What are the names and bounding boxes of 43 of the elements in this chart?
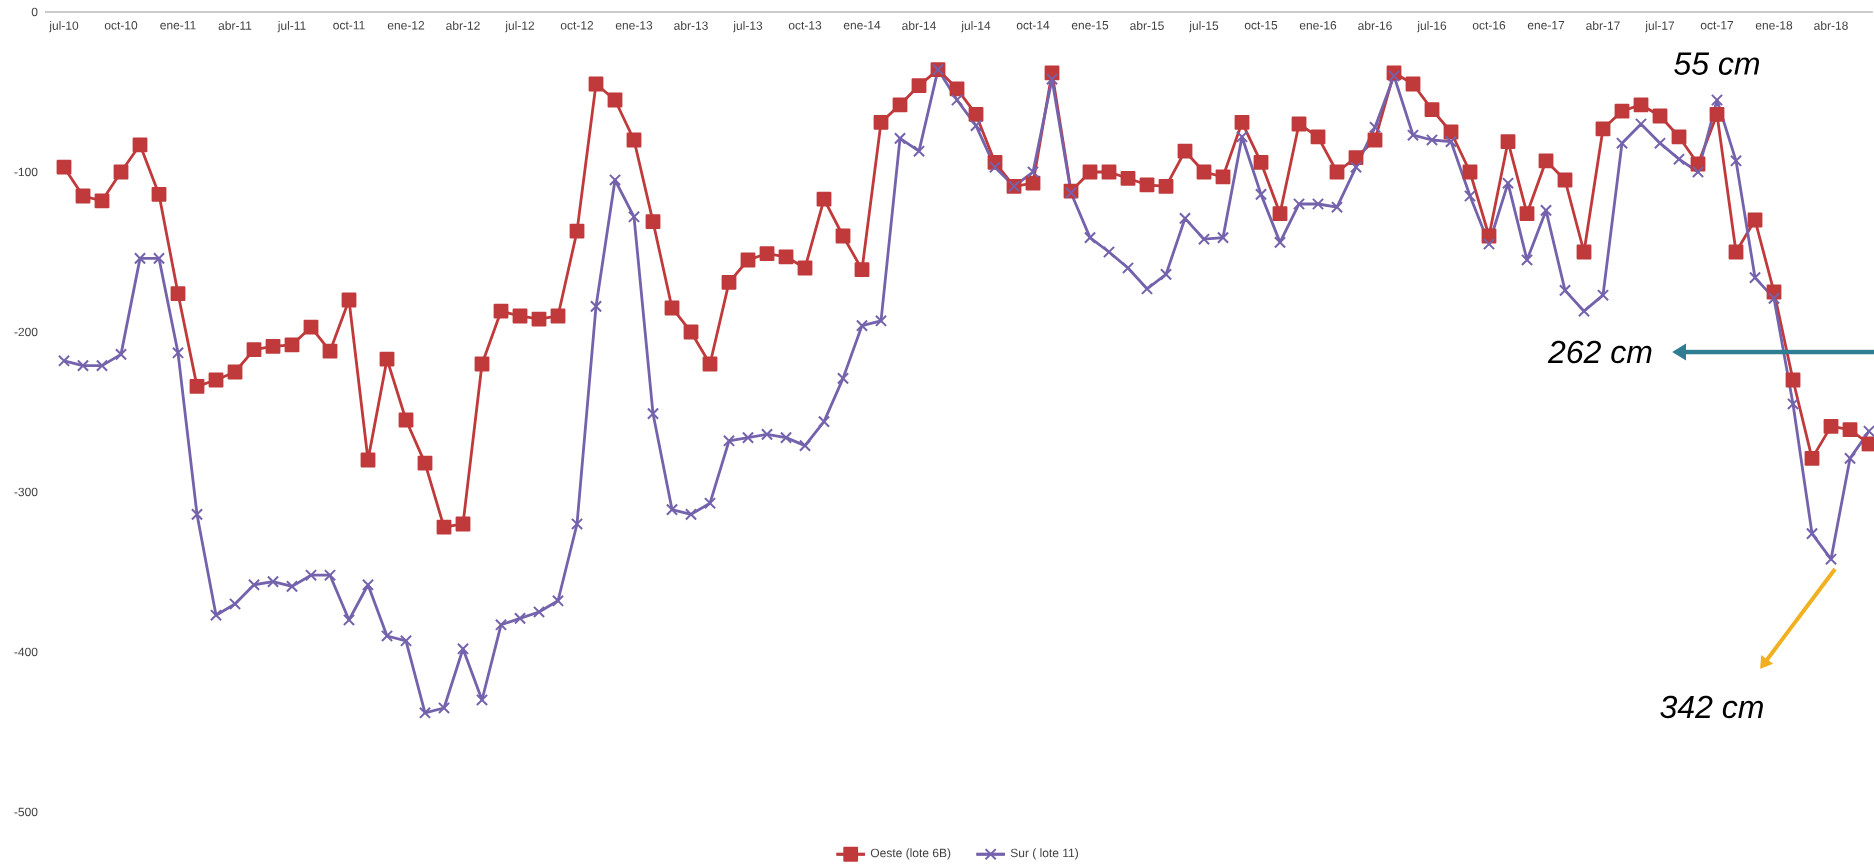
x-tick-label: ene-14 xyxy=(843,21,881,30)
y-tick-label: -200 xyxy=(14,327,38,337)
x-tick-label: abr-15 xyxy=(1130,21,1164,30)
x-tick-label: oct-14 xyxy=(1016,21,1050,30)
y-tick-label: -400 xyxy=(14,647,38,657)
x-tick-label: oct-13 xyxy=(788,21,822,30)
x-tick-label: jul-13 xyxy=(733,21,763,33)
y-tick-label: -500 xyxy=(14,807,38,817)
x-tick-label: jul-14 xyxy=(961,21,991,33)
x-tick-label: oct-11 xyxy=(333,21,365,30)
y-tick-label: -300 xyxy=(14,487,38,497)
annotation: 55 cm xyxy=(1674,52,1760,75)
x-tick-label: ene-17 xyxy=(1527,21,1565,30)
x-tick-label: oct-12 xyxy=(560,21,594,30)
x-tick-label: ene-16 xyxy=(1299,21,1337,30)
x-tick-label: oct-17 xyxy=(1700,21,1734,30)
x-tick-label: ene-13 xyxy=(615,21,653,30)
x-tick-label: ene-11 xyxy=(160,21,196,30)
x-tick-label: ene-15 xyxy=(1071,21,1109,30)
y-tick-label: 0 xyxy=(31,7,38,17)
x-tick-label: oct-10 xyxy=(104,21,138,30)
x-tick-label: abr-13 xyxy=(674,21,708,30)
x-tick-label: jul-16 xyxy=(1417,21,1447,33)
legend-label: Oeste (lote 6B) xyxy=(870,848,951,860)
y-tick-label: -100 xyxy=(14,167,38,177)
x-tick-label: abr-17 xyxy=(1586,21,1620,30)
x-tick-label: ene-12 xyxy=(387,21,425,30)
x-tick-label: oct-16 xyxy=(1472,21,1506,30)
x-tick-label: abr-11 xyxy=(218,21,252,30)
x-tick-label: abr-16 xyxy=(1358,21,1392,30)
x-tick-label: jul-11 xyxy=(277,21,306,33)
x-tick-label: jul-15 xyxy=(1189,21,1219,33)
x-tick-label: oct-15 xyxy=(1244,21,1278,30)
x-tick-label: jul-17 xyxy=(1645,21,1675,33)
annotation: 342 cm xyxy=(1660,695,1763,719)
annotation: 262 cm xyxy=(1547,340,1652,364)
x-tick-label: abr-18 xyxy=(1814,21,1848,30)
x-tick-label: abr-12 xyxy=(446,21,480,30)
x-tick-label: ene-18 xyxy=(1755,21,1793,30)
x-tick-label: jul-10 xyxy=(49,21,79,33)
x-tick-label: jul-12 xyxy=(505,21,535,33)
legend-label: Sur ( lote 11) xyxy=(1010,848,1079,860)
x-tick-label: abr-14 xyxy=(902,21,937,30)
